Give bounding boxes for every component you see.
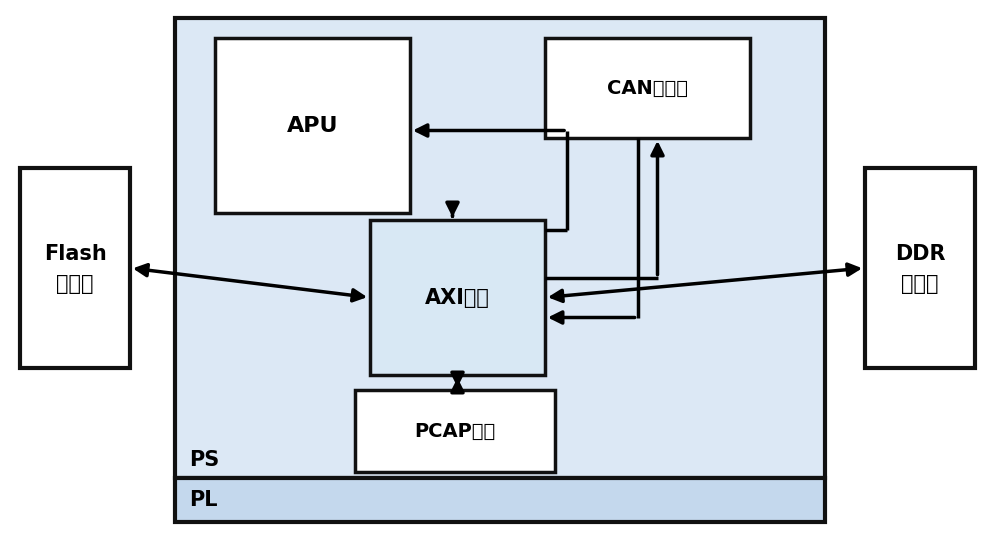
Text: DDR: DDR <box>895 244 945 264</box>
Text: APU: APU <box>287 116 338 136</box>
Bar <box>175 478 825 522</box>
Text: Flash: Flash <box>44 244 106 264</box>
Text: 存储器: 存储器 <box>56 274 94 294</box>
Bar <box>20 168 130 368</box>
Text: AXI总线: AXI总线 <box>425 287 490 307</box>
Bar <box>545 38 750 138</box>
Bar <box>370 220 545 375</box>
Bar <box>215 38 410 213</box>
Text: 存储器: 存储器 <box>901 274 939 294</box>
Bar <box>865 168 975 368</box>
Text: CAN控制器: CAN控制器 <box>607 78 688 98</box>
Text: PCAP模块: PCAP模块 <box>414 422 496 441</box>
Text: PL: PL <box>189 490 218 510</box>
Bar <box>355 390 555 472</box>
Bar <box>175 18 825 478</box>
Text: PS: PS <box>189 450 219 470</box>
